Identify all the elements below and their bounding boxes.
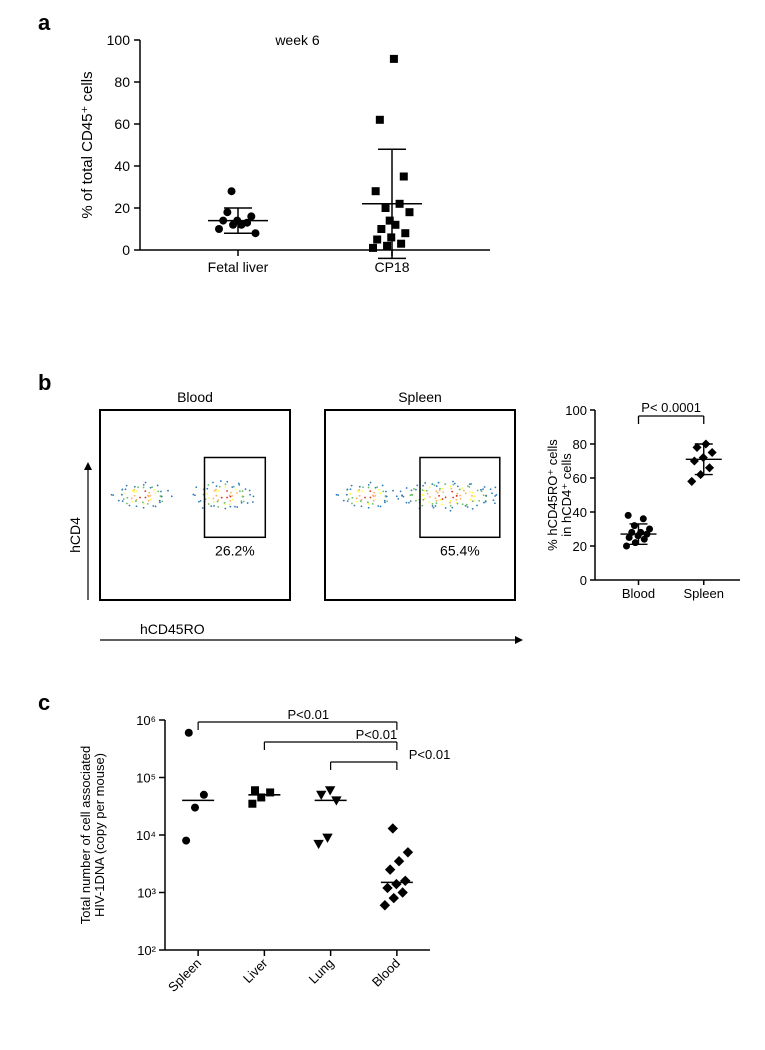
svg-text:% of total CD45⁺ cells: % of total CD45⁺ cells (79, 71, 96, 218)
svg-text:60: 60 (114, 116, 130, 132)
svg-text:40: 40 (114, 158, 130, 174)
svg-text:80: 80 (573, 437, 587, 452)
svg-text:10⁶: 10⁶ (136, 713, 156, 728)
svg-text:20: 20 (573, 539, 587, 554)
svg-text:in hCD4⁺ cells: in hCD4⁺ cells (559, 453, 574, 537)
svg-text:10⁵: 10⁵ (136, 771, 156, 786)
svg-text:10³: 10³ (137, 886, 156, 901)
svg-text:Liver: Liver (240, 955, 271, 986)
svg-text:Blood: Blood (369, 956, 403, 990)
svg-text:Blood: Blood (622, 586, 655, 601)
panel-a-chart: 0 20 40 60 80 100 Fetal liver CP18 week 6 % of to… (70, 20, 510, 290)
svg-text:Lung: Lung (306, 956, 337, 987)
svg-text:HIV-1DNA (copy per mouse): HIV-1DNA (copy per mouse) (92, 753, 107, 917)
svg-text:CP18: CP18 (374, 259, 409, 275)
svg-text:Spleen: Spleen (684, 586, 724, 601)
panel-b-label: b (38, 370, 51, 396)
svg-text:65.4%: 65.4% (440, 542, 480, 558)
panel-c-label: c (38, 690, 50, 716)
svg-text:20: 20 (114, 200, 130, 216)
svg-text:60: 60 (573, 471, 587, 486)
svg-text:P<0.01: P<0.01 (409, 747, 451, 762)
svg-text:hCD4: hCD4 (67, 517, 83, 553)
svg-text:100: 100 (565, 403, 587, 418)
svg-text:Spleen: Spleen (398, 389, 442, 405)
svg-text:Fetal liver: Fetal liver (208, 259, 269, 275)
svg-text:0: 0 (122, 242, 130, 258)
svg-text:Blood: Blood (177, 389, 213, 405)
svg-text:10⁴: 10⁴ (136, 828, 156, 843)
svg-text:80: 80 (114, 74, 130, 90)
panel-b-facs: Blood 26.2% Spleen 65.4% hCD4 hCD45RO (70, 385, 540, 665)
svg-text:Spleen: Spleen (165, 956, 204, 995)
panel-b-scatter: 0 20 40 60 80 100 Blood Spleen % hCD45RO⁺ cellsi… (540, 390, 760, 620)
panel-c-chart: 10² 10³ 10⁴ 10⁵ 10⁶ Spleen Liver Lung Blood Total… (70, 700, 470, 1040)
svg-text:P<0.01: P<0.01 (288, 707, 330, 722)
svg-text:P< 0.0001: P< 0.0001 (641, 400, 701, 415)
svg-text:P<0.01: P<0.01 (356, 727, 398, 742)
panel-a-label: a (38, 10, 50, 36)
svg-text:hCD45RO: hCD45RO (140, 621, 205, 637)
svg-text:10²: 10² (137, 943, 156, 958)
svg-text:Total number of cell associate: Total number of cell associated (78, 746, 93, 924)
svg-text:26.2%: 26.2% (215, 542, 255, 558)
svg-text:% hCD45RO⁺ cells: % hCD45RO⁺ cells (545, 439, 560, 551)
svg-text:week 6: week 6 (274, 32, 320, 48)
svg-text:0: 0 (580, 573, 587, 588)
svg-text:40: 40 (573, 505, 587, 520)
svg-text:100: 100 (107, 32, 131, 48)
